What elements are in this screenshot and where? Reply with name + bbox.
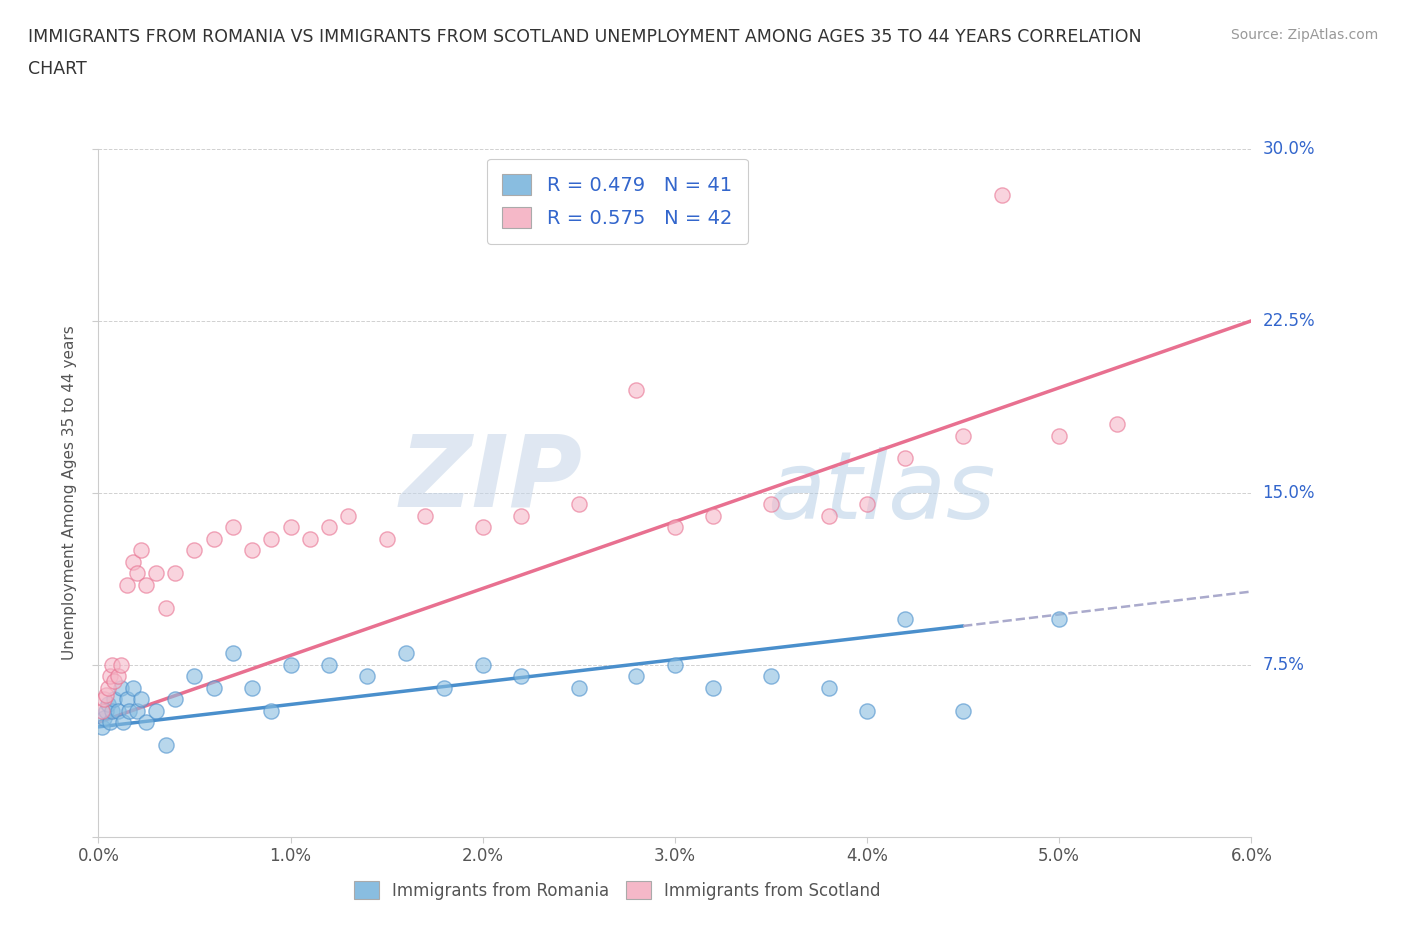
Point [626, 669, 648, 684]
Point [101, 658, 124, 672]
Text: 15.0%: 15.0% [1263, 484, 1315, 502]
Point [759, 497, 782, 512]
Point [471, 658, 494, 672]
Point [165, 565, 187, 580]
Point [122, 681, 145, 696]
Point [471, 520, 494, 535]
Point [155, 600, 177, 615]
Point [990, 187, 1012, 202]
Point [165, 692, 187, 707]
Point [117, 692, 139, 707]
Text: ZIP: ZIP [399, 431, 582, 527]
Point [135, 715, 157, 730]
Text: 22.5%: 22.5% [1263, 312, 1315, 330]
Point [280, 520, 302, 535]
Point [125, 565, 148, 580]
Point [260, 531, 283, 546]
Y-axis label: Unemployment Among Ages 35 to 44 years: Unemployment Among Ages 35 to 44 years [62, 326, 77, 660]
Point [122, 554, 145, 569]
Point [94, 687, 117, 702]
Point [222, 646, 245, 661]
Point [97, 697, 120, 711]
Point [183, 669, 205, 684]
Point [510, 509, 533, 524]
Point [91, 703, 114, 718]
Point [356, 669, 378, 684]
Point [280, 658, 302, 672]
Point [433, 681, 456, 696]
Text: 30.0%: 30.0% [1263, 140, 1315, 158]
Point [222, 520, 245, 535]
Point [103, 673, 125, 688]
Point [155, 737, 177, 752]
Point [318, 658, 340, 672]
Point [110, 681, 132, 696]
Point [112, 715, 135, 730]
Point [98, 715, 121, 730]
Point [107, 669, 129, 684]
Point [395, 646, 418, 661]
Point [91, 720, 114, 735]
Point [856, 497, 879, 512]
Point [94, 703, 117, 718]
Point [97, 681, 120, 696]
Point [145, 565, 167, 580]
Point [110, 658, 132, 672]
Point [183, 543, 205, 558]
Point [856, 703, 879, 718]
Point [626, 382, 648, 397]
Point [1105, 417, 1128, 432]
Point [93, 711, 115, 725]
Point [702, 681, 724, 696]
Point [894, 451, 917, 466]
Point [101, 703, 124, 718]
Point [1047, 428, 1070, 443]
Point [952, 703, 974, 718]
Point [318, 520, 340, 535]
Legend: Immigrants from Romania, Immigrants from Scotland: Immigrants from Romania, Immigrants from… [342, 870, 893, 911]
Point [702, 509, 724, 524]
Point [202, 531, 225, 546]
Point [894, 612, 917, 627]
Point [103, 692, 125, 707]
Point [260, 703, 283, 718]
Point [664, 520, 686, 535]
Point [93, 692, 115, 707]
Point [129, 692, 152, 707]
Point [413, 509, 436, 524]
Point [817, 681, 839, 696]
Point [664, 658, 686, 672]
Text: 7.5%: 7.5% [1263, 656, 1305, 674]
Point [298, 531, 321, 546]
Point [107, 703, 129, 718]
Point [337, 509, 360, 524]
Point [240, 681, 263, 696]
Point [118, 703, 141, 718]
Point [135, 578, 157, 592]
Point [375, 531, 398, 546]
Point [568, 681, 591, 696]
Point [98, 669, 121, 684]
Point [202, 681, 225, 696]
Point [129, 543, 152, 558]
Point [759, 669, 782, 684]
Point [510, 669, 533, 684]
Point [240, 543, 263, 558]
Point [817, 509, 839, 524]
Point [125, 703, 148, 718]
Point [117, 578, 139, 592]
Text: atlas: atlas [768, 447, 995, 538]
Point [145, 703, 167, 718]
Text: Source: ZipAtlas.com: Source: ZipAtlas.com [1230, 28, 1378, 42]
Point [1047, 612, 1070, 627]
Point [952, 428, 974, 443]
Point [568, 497, 591, 512]
Text: IMMIGRANTS FROM ROMANIA VS IMMIGRANTS FROM SCOTLAND UNEMPLOYMENT AMONG AGES 35 T: IMMIGRANTS FROM ROMANIA VS IMMIGRANTS FR… [28, 28, 1142, 46]
Text: CHART: CHART [28, 60, 87, 78]
